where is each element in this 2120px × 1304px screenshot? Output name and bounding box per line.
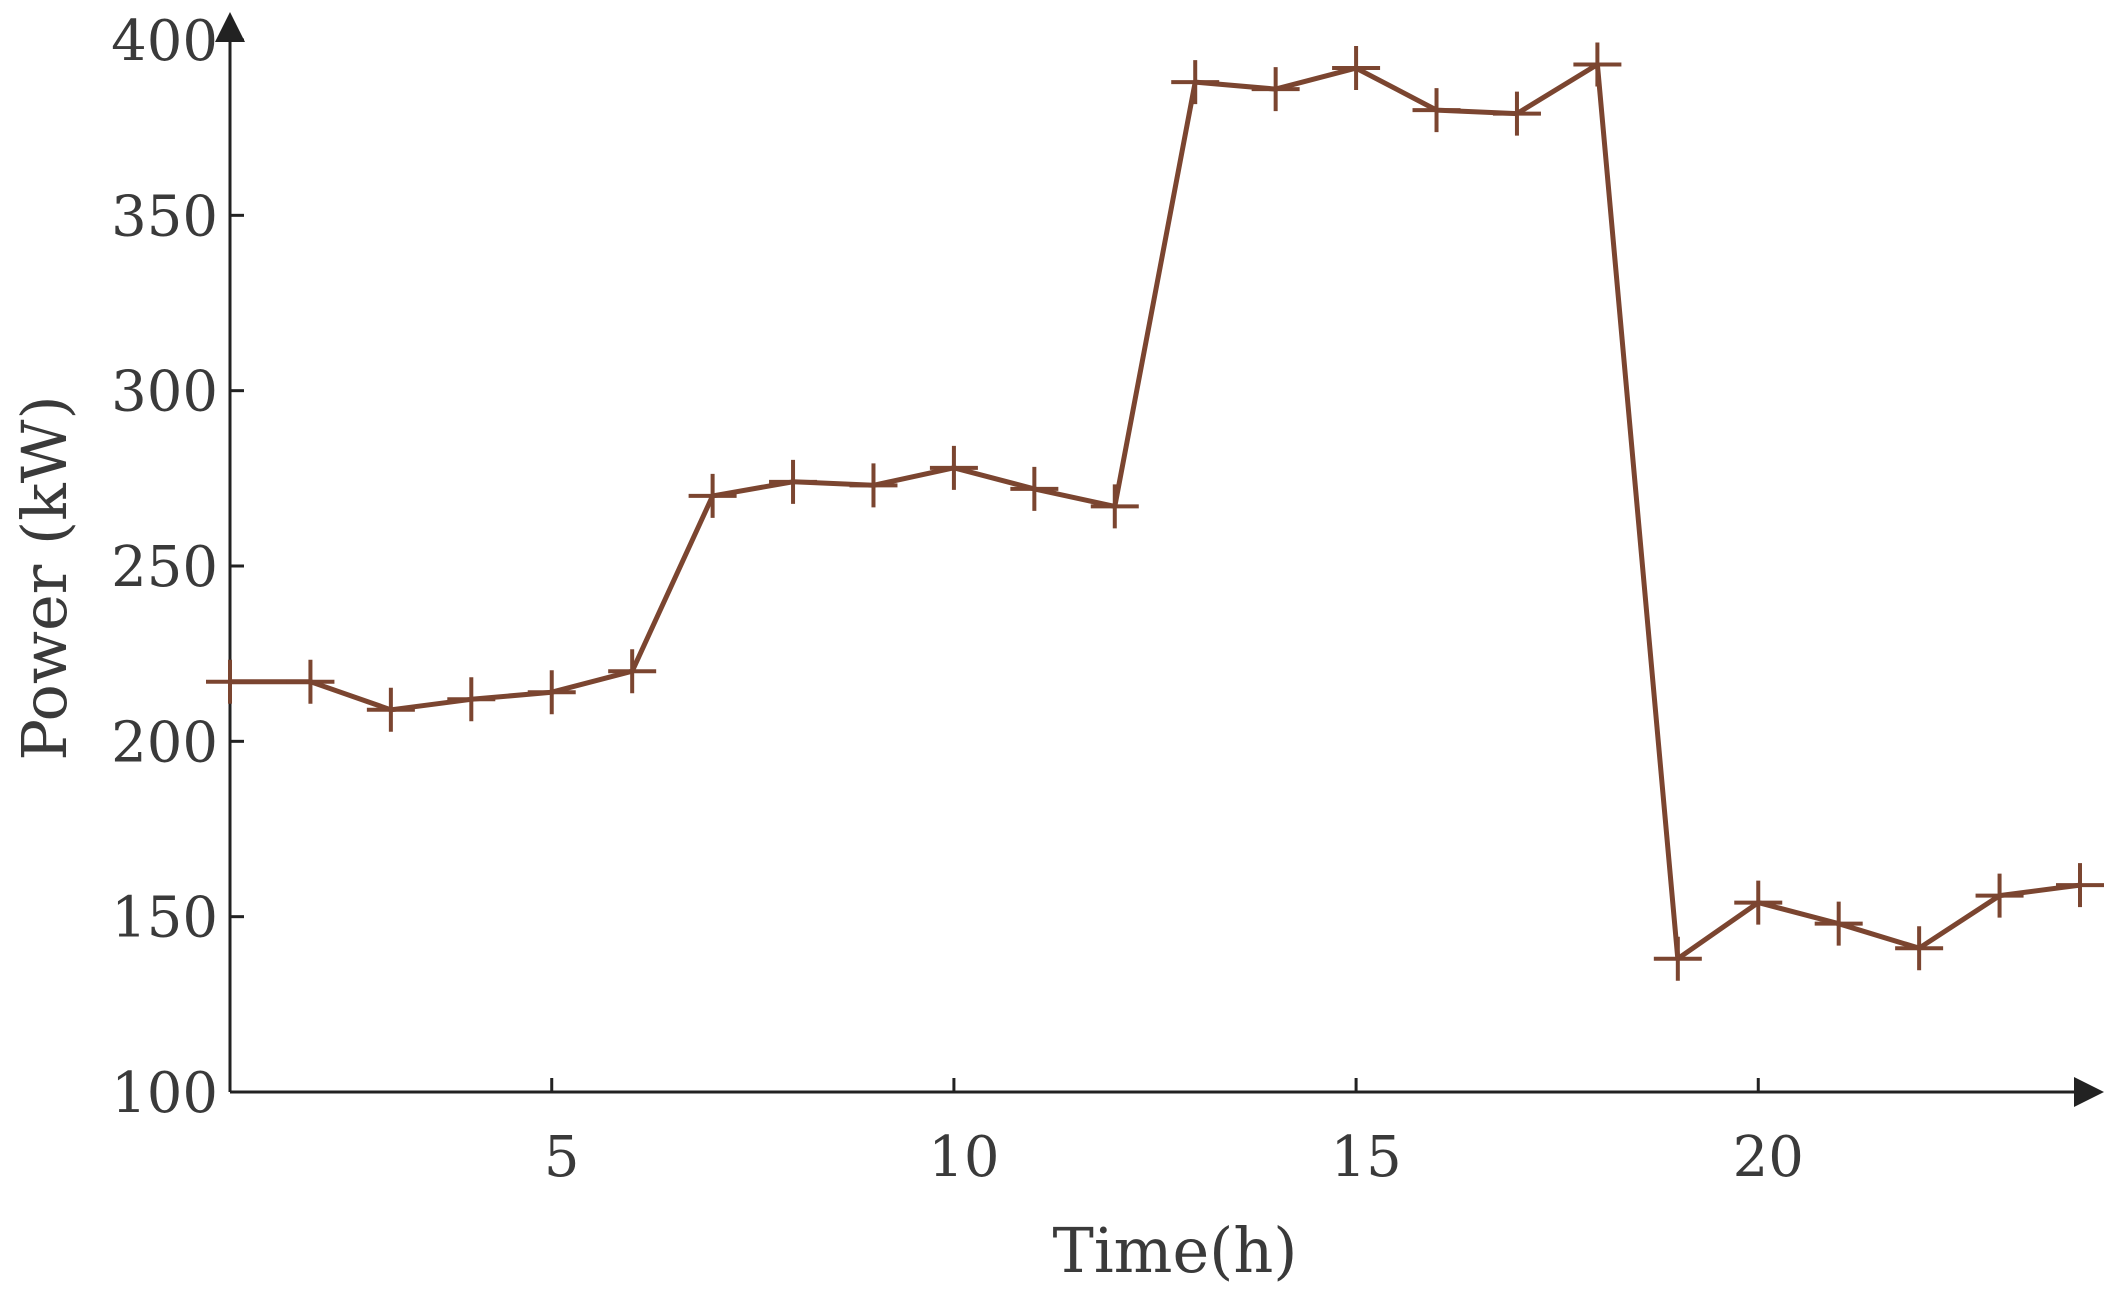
data-point-marker [1734,880,1783,925]
y-tick-label: 200 [111,710,218,775]
power-series-markers [206,42,2104,981]
y-axis-ticks: 100 150 200 250 300 350 400 [111,9,244,1126]
data-point-marker [1895,926,1944,971]
power-series-line [227,62,2083,962]
data-point-marker [688,473,737,518]
data-point-marker [2056,863,2104,908]
y-axis-title: Power (kW) [8,395,81,760]
data-point-marker [527,670,576,715]
data-point-marker [1653,936,1702,981]
y-tick-label: 250 [111,535,218,600]
data-point-marker [1010,466,1059,511]
data-point-marker [447,677,496,722]
x-tick-label: 10 [928,1125,999,1190]
data-point-marker [1090,484,1139,529]
data-point-marker [1975,873,2024,918]
data-point-marker [769,459,818,504]
data-point-marker [1573,42,1622,87]
data-point-marker [206,659,254,704]
x-axis-ticks: 5 10 15 20 [544,1078,1804,1190]
x-axis-title: Time(h) [1053,1214,1298,1287]
x-tick-label: 15 [1330,1125,1401,1190]
y-tick-label: 150 [111,886,218,951]
data-point-marker [366,687,415,732]
y-tick-label: 300 [111,360,218,425]
data-point-marker [1251,67,1300,112]
x-tick-label: 5 [544,1125,580,1190]
y-tick-label: 350 [111,184,218,249]
data-point-marker [1332,46,1381,91]
data-point-marker [1814,901,1863,946]
data-point-marker [1171,60,1220,105]
data-point-marker [1492,91,1541,136]
data-point-marker [1412,88,1461,133]
data-point-marker [849,463,898,508]
y-tick-label: 400 [111,9,218,74]
data-point-marker [929,445,978,490]
data-point-marker [608,649,657,694]
y-tick-label: 100 [111,1061,218,1126]
data-point-marker [286,659,335,704]
x-tick-label: 20 [1733,1125,1804,1190]
